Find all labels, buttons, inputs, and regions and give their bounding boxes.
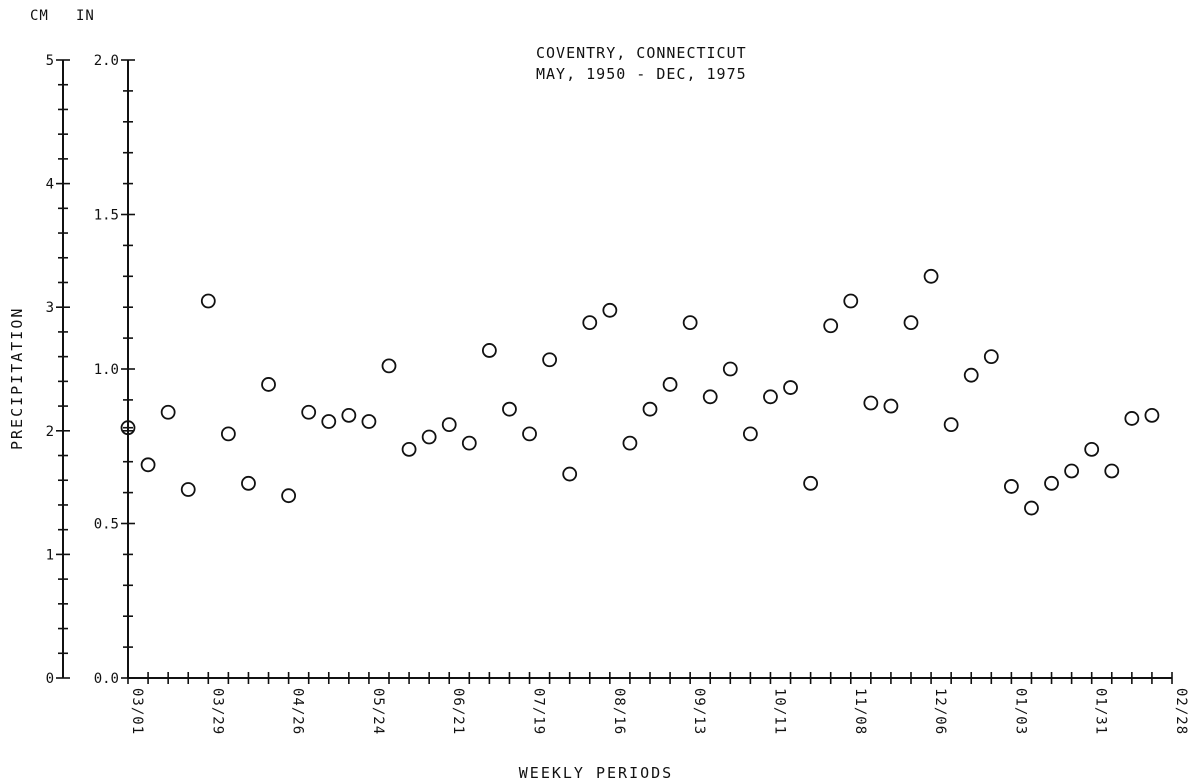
- data-point: [160, 404, 176, 420]
- data-points: [120, 268, 1160, 516]
- right-unit-label: IN: [76, 8, 95, 24]
- data-point: [562, 466, 578, 482]
- x-tick-label: 03/29: [209, 688, 225, 735]
- y-tick-label-cm: 5: [46, 53, 54, 69]
- x-tick-label: 05/24: [370, 688, 386, 735]
- data-point: [461, 435, 477, 451]
- data-point: [200, 293, 216, 309]
- data-point: [702, 389, 718, 405]
- data-point: [602, 302, 618, 318]
- data-point: [883, 398, 899, 414]
- data-point: [863, 395, 879, 411]
- data-point: [261, 377, 276, 392]
- axes: [62, 60, 1172, 679]
- data-point: [281, 488, 297, 504]
- y-tick-label-in: 0.0: [94, 671, 119, 687]
- y-tick-label-cm: 4: [46, 177, 54, 193]
- data-point: [522, 426, 537, 442]
- x-tick-label: 08/16: [611, 688, 627, 735]
- x-ticks: 03/01 03/29 04/26 05/24 06/21 07/19 08/16 09/13…: [127, 672, 1189, 735]
- data-point: [763, 389, 778, 405]
- data-point: [903, 315, 919, 331]
- y-tick-label-in: 2.0: [94, 53, 119, 69]
- y-tick-label-cm: 1: [46, 547, 54, 563]
- data-point: [1144, 407, 1160, 423]
- data-point: [983, 349, 999, 365]
- x-tick-label: 07/19: [531, 688, 547, 735]
- data-point: [1104, 463, 1120, 479]
- y-ticks-cm: 0 1 2 3 4 5: [46, 53, 70, 687]
- data-point: [301, 404, 317, 420]
- data-point: [1124, 411, 1140, 426]
- data-point: [1064, 463, 1080, 479]
- y-tick-label-cm: 0: [46, 671, 54, 687]
- x-axis-label: WEEKLY PERIODS: [519, 764, 673, 782]
- y-tick-label-in: 1.0: [94, 362, 119, 378]
- data-point: [1024, 500, 1039, 516]
- data-point: [542, 352, 558, 368]
- y-axis-label: PRECIPITATION: [8, 307, 26, 450]
- data-point: [963, 367, 979, 383]
- data-point: [140, 457, 156, 473]
- chart-subtitle: MAY, 1950 - DEC, 1975: [536, 65, 747, 83]
- data-point: [622, 435, 638, 451]
- data-point: [1003, 479, 1019, 494]
- data-point: [582, 315, 598, 331]
- data-point: [341, 407, 357, 423]
- data-point: [823, 318, 839, 334]
- data-point: [923, 268, 939, 284]
- data-point: [843, 293, 859, 309]
- y-tick-label-in: 0.5: [94, 517, 119, 533]
- data-point: [803, 475, 819, 491]
- x-tick-label: 01/31: [1093, 688, 1109, 735]
- data-point: [662, 377, 678, 392]
- y-tick-label-cm: 2: [46, 424, 54, 440]
- data-point: [361, 414, 377, 429]
- data-point: [120, 420, 136, 436]
- x-tick-label: 11/08: [852, 688, 868, 735]
- data-point: [481, 343, 497, 358]
- data-point: [441, 417, 457, 433]
- x-tick-label: 03/01: [129, 688, 145, 735]
- data-point: [682, 315, 698, 331]
- x-tick-label: 02/28: [1173, 688, 1189, 735]
- data-point: [180, 482, 196, 497]
- data-point: [1084, 441, 1100, 457]
- x-tick-label: 01/03: [1012, 688, 1028, 735]
- data-point: [220, 426, 236, 442]
- data-point: [642, 401, 658, 417]
- y-ticks-in: 0.0 0.5 1.0 1.5 2.0: [94, 53, 135, 687]
- data-point: [1044, 475, 1059, 491]
- data-point: [241, 475, 256, 491]
- chart-title: COVENTRY, CONNECTICUT: [536, 44, 747, 62]
- data-point: [783, 380, 798, 395]
- data-point: [742, 426, 758, 442]
- x-tick-label: 10/11: [771, 688, 787, 735]
- x-tick-label: 09/13: [691, 688, 707, 735]
- left-unit-label: CM: [30, 8, 49, 24]
- data-point: [321, 414, 337, 429]
- data-point: [502, 401, 517, 417]
- x-tick-label: 04/26: [290, 688, 306, 735]
- x-tick-label: 12/06: [932, 688, 948, 735]
- data-point: [943, 417, 959, 433]
- data-point: [401, 441, 417, 457]
- y-tick-label-cm: 3: [46, 300, 54, 316]
- y-tick-label-in: 1.5: [94, 208, 119, 224]
- data-point: [722, 361, 738, 377]
- x-tick-label: 06/21: [450, 688, 466, 735]
- data-point: [381, 358, 397, 374]
- data-point: [421, 429, 437, 445]
